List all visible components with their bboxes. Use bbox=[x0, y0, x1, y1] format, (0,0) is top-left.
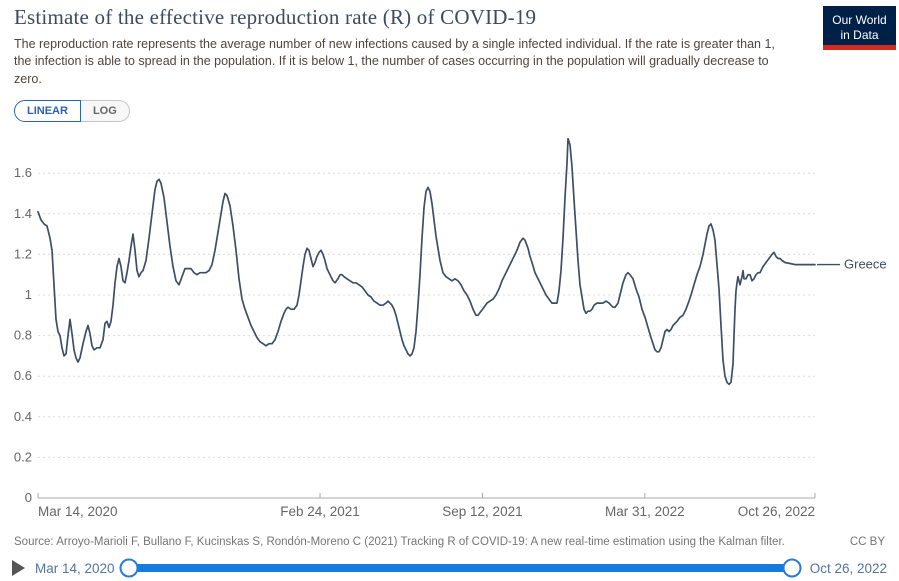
greece-line[interactable] bbox=[37, 137, 816, 386]
page-title: Estimate of the effective reproduction r… bbox=[14, 5, 537, 29]
source-row: Source: Arroyo-Marioli F, Bullano F, Kuc… bbox=[14, 536, 885, 548]
timeline-start-handle[interactable] bbox=[119, 558, 139, 578]
x-tick-label: Mar 14, 2020 bbox=[38, 504, 118, 519]
x-tick-label: Oct 26, 2022 bbox=[738, 504, 815, 519]
y-tick-label: 0.6 bbox=[14, 368, 32, 383]
timeline-end-handle[interactable] bbox=[782, 558, 802, 578]
scale-toggle: LINEAR LOG bbox=[14, 100, 130, 123]
x-tick-label: Sep 12, 2021 bbox=[442, 504, 522, 519]
y-tick-label: 0.8 bbox=[14, 328, 32, 343]
owid-logo[interactable]: Our World in Data bbox=[823, 6, 896, 50]
timeline: Mar 14, 2020 Oct 26, 2022 bbox=[12, 556, 887, 580]
source-text: Source: Arroyo-Marioli F, Bullano F, Kuc… bbox=[14, 536, 785, 548]
y-tick-label: 0.2 bbox=[14, 449, 32, 464]
x-tick-label: Feb 24, 2021 bbox=[280, 504, 360, 519]
log-scale-button[interactable]: LOG bbox=[80, 100, 130, 123]
timeline-start-date: Mar 14, 2020 bbox=[35, 560, 115, 576]
chart-area[interactable]: 0 0.2 0.4 0.6 0.8 1 1.2 1.4 1.6 Mar 14, 2020 Feb 2… bbox=[0, 128, 899, 530]
chart-subtitle: The reproduction rate represents the ave… bbox=[14, 37, 775, 86]
linear-scale-button[interactable]: LINEAR bbox=[14, 100, 81, 123]
x-tick-label: Mar 31, 2022 bbox=[605, 504, 685, 519]
timeline-slider-track[interactable] bbox=[119, 558, 802, 578]
owid-logo-line1: Our World bbox=[832, 13, 887, 27]
owid-logo-red-bar bbox=[823, 45, 896, 50]
y-tick-label: 1 bbox=[25, 287, 32, 302]
y-tick-label: 1.2 bbox=[14, 246, 32, 261]
y-tick-label: 0 bbox=[25, 490, 32, 505]
cc-by-link[interactable]: CC BY bbox=[849, 536, 885, 548]
owid-logo-line2: in Data bbox=[840, 28, 879, 42]
y-tick-label: 1.6 bbox=[14, 165, 32, 180]
series-label-greece[interactable]: Greece bbox=[844, 257, 887, 272]
timeline-end-date: Oct 26, 2022 bbox=[809, 560, 887, 576]
line-chart-svg[interactable]: 0 0.2 0.4 0.6 0.8 1 1.2 1.4 1.6 Mar 14, 2020 Feb 2… bbox=[0, 128, 899, 530]
y-tick-label: 1.4 bbox=[14, 206, 32, 221]
y-tick-label: 0.4 bbox=[14, 409, 32, 424]
play-icon[interactable] bbox=[12, 560, 25, 576]
